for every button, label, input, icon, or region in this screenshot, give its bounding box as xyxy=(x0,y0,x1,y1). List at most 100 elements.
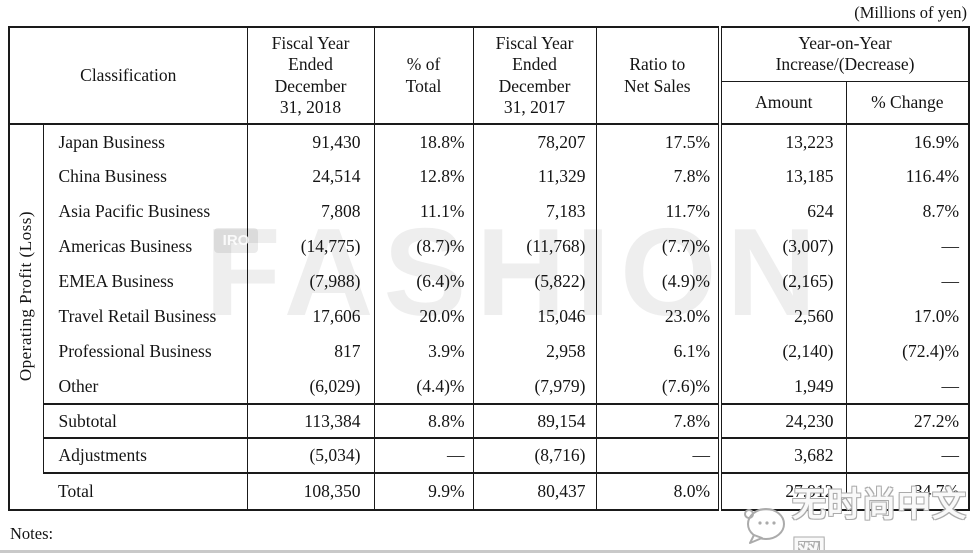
table-row-asia-pacific: Asia Pacific Business 7,808 11.1% 7,183 … xyxy=(9,194,970,229)
cell-fy2017: 2,958 xyxy=(472,334,597,369)
row-label: Travel Retail Business xyxy=(42,299,248,334)
cell-pct-total: 8.8% xyxy=(373,403,474,438)
notes-label: Notes: xyxy=(10,524,54,543)
cell-pct-total: (4.4)% xyxy=(373,369,474,404)
cell-pct-total: — xyxy=(373,437,474,473)
vertical-label-cell: Operating Profit (Loss) xyxy=(8,124,44,473)
cell-pct-change: — xyxy=(845,369,970,404)
row-label: Subtotal xyxy=(42,403,248,438)
cell-amount: (2,165) xyxy=(718,264,847,299)
cell-fy2018: 7,808 xyxy=(246,194,375,229)
cell-fy2018: 91,430 xyxy=(246,124,375,159)
cell-ratio: — xyxy=(595,437,721,473)
cell-pct-change: 116.4% xyxy=(845,159,970,194)
header-ratio-net-sales: Ratio to Net Sales xyxy=(595,26,721,125)
cell-ratio: (4.9)% xyxy=(595,264,721,299)
cell-pct-change: 16.9% xyxy=(845,124,970,159)
cell-amount: 1,949 xyxy=(718,369,847,404)
table-row-emea: EMEA Business (7,988) (6.4)% (5,822) (4.… xyxy=(9,264,970,299)
cell-amount: (3,007) xyxy=(718,229,847,264)
header-pct-change: % Change xyxy=(845,80,970,125)
cell-fy2017: 80,437 xyxy=(472,472,597,510)
cell-pct-change: — xyxy=(845,437,970,473)
header-pct-total: % of Total xyxy=(373,26,474,125)
table-row-americas: Americas Business (14,775) (8.7)% (11,76… xyxy=(9,229,970,264)
cell-pct-change: 34.7% xyxy=(845,472,970,510)
cell-fy2017: 89,154 xyxy=(472,403,597,438)
cell-pct-change: (72.4)% xyxy=(845,334,970,369)
cell-fy2018: (14,775) xyxy=(246,229,375,264)
bottom-divider xyxy=(0,550,973,553)
cell-pct-total: 9.9% xyxy=(373,472,474,510)
table-row-subtotal: Subtotal 113,384 8.8% 89,154 7.8% 24,230… xyxy=(9,403,970,438)
cell-fy2018: 24,514 xyxy=(246,159,375,194)
cell-fy2017: 11,329 xyxy=(472,159,597,194)
cell-pct-total: (8.7)% xyxy=(373,229,474,264)
cell-fy2017: (8,716) xyxy=(472,437,597,473)
cell-pct-change: — xyxy=(845,229,970,264)
cell-pct-total: (6.4)% xyxy=(373,264,474,299)
cell-fy2017: 7,183 xyxy=(472,194,597,229)
cell-pct-change: 17.0% xyxy=(845,299,970,334)
cell-ratio: 8.0% xyxy=(595,472,721,510)
table-row-total: Total 108,350 9.9% 80,437 8.0% 27,912 34… xyxy=(9,472,970,510)
cell-fy2018: 113,384 xyxy=(246,403,375,438)
table-row-china: China Business 24,514 12.8% 11,329 7.8% … xyxy=(9,159,970,194)
cell-fy2017: (11,768) xyxy=(472,229,597,264)
operating-profit-table: Classification Fiscal Year Ended Decembe… xyxy=(8,26,971,511)
units-caption: (Millions of yen) xyxy=(854,3,967,22)
cell-ratio: (7.6)% xyxy=(595,369,721,404)
row-label: China Business xyxy=(42,159,248,194)
vertical-label: Operating Profit (Loss) xyxy=(16,211,36,382)
cell-amount: 13,223 xyxy=(718,124,847,159)
cell-pct-total: 18.8% xyxy=(373,124,474,159)
table-row-other: Other (6,029) (4.4)% (7,979) (7.6)% 1,94… xyxy=(9,369,970,404)
row-label: Other xyxy=(42,369,248,404)
cell-amount: 27,912 xyxy=(718,472,847,510)
cell-amount: (2,140) xyxy=(718,334,847,369)
row-label: Americas Business xyxy=(42,229,248,264)
cell-fy2017: 78,207 xyxy=(472,124,597,159)
row-label: Adjustments xyxy=(42,437,248,473)
cell-ratio: (7.7)% xyxy=(595,229,721,264)
cell-amount: 13,185 xyxy=(718,159,847,194)
cell-fy2017: 15,046 xyxy=(472,299,597,334)
row-label: Japan Business xyxy=(42,124,248,159)
row-label: Total xyxy=(43,472,248,510)
cell-fy2018: (6,029) xyxy=(246,369,375,404)
cell-pct-total: 20.0% xyxy=(373,299,474,334)
cell-fy2018: (5,034) xyxy=(246,437,375,473)
table-row-travel-retail: Travel Retail Business 17,606 20.0% 15,0… xyxy=(9,299,970,334)
cell-ratio: 7.8% xyxy=(595,159,721,194)
cell-pct-change: — xyxy=(845,264,970,299)
table-row-professional: Professional Business 817 3.9% 2,958 6.1… xyxy=(9,334,970,369)
cell-pct-total: 11.1% xyxy=(373,194,474,229)
cell-ratio: 7.8% xyxy=(595,403,721,438)
row-label: Asia Pacific Business xyxy=(42,194,248,229)
cell-fy2017: (5,822) xyxy=(472,264,597,299)
cell-ratio: 23.0% xyxy=(595,299,721,334)
cell-amount: 24,230 xyxy=(718,403,847,438)
header-classification: Classification xyxy=(8,26,248,125)
header-amount: Amount xyxy=(718,80,847,125)
total-row-stub xyxy=(9,473,43,510)
header-fy2017: Fiscal Year Ended December 31, 2017 xyxy=(472,26,597,125)
cell-amount: 624 xyxy=(718,194,847,229)
cell-fy2018: 17,606 xyxy=(246,299,375,334)
table-row-japan: Operating Profit (Loss) Japan Business 9… xyxy=(8,124,970,473)
cell-amount: 2,560 xyxy=(718,299,847,334)
row-label: Professional Business xyxy=(42,334,248,369)
cell-pct-total: 3.9% xyxy=(373,334,474,369)
row-label: EMEA Business xyxy=(42,264,248,299)
cell-pct-total: 12.8% xyxy=(373,159,474,194)
header-fy2018: Fiscal Year Ended December 31, 2018 xyxy=(246,26,375,125)
table-row-adjustments: Adjustments (5,034) — (8,716) — 3,682 — xyxy=(9,437,970,473)
header-yoy: Year-on-Year Increase/(Decrease) xyxy=(718,26,970,82)
cell-fy2018: 817 xyxy=(246,334,375,369)
cell-amount: 3,682 xyxy=(718,437,847,473)
cell-fy2018: 108,350 xyxy=(246,472,375,510)
cell-ratio: 6.1% xyxy=(595,334,721,369)
cell-ratio: 17.5% xyxy=(595,124,721,159)
cell-pct-change: 8.7% xyxy=(845,194,970,229)
